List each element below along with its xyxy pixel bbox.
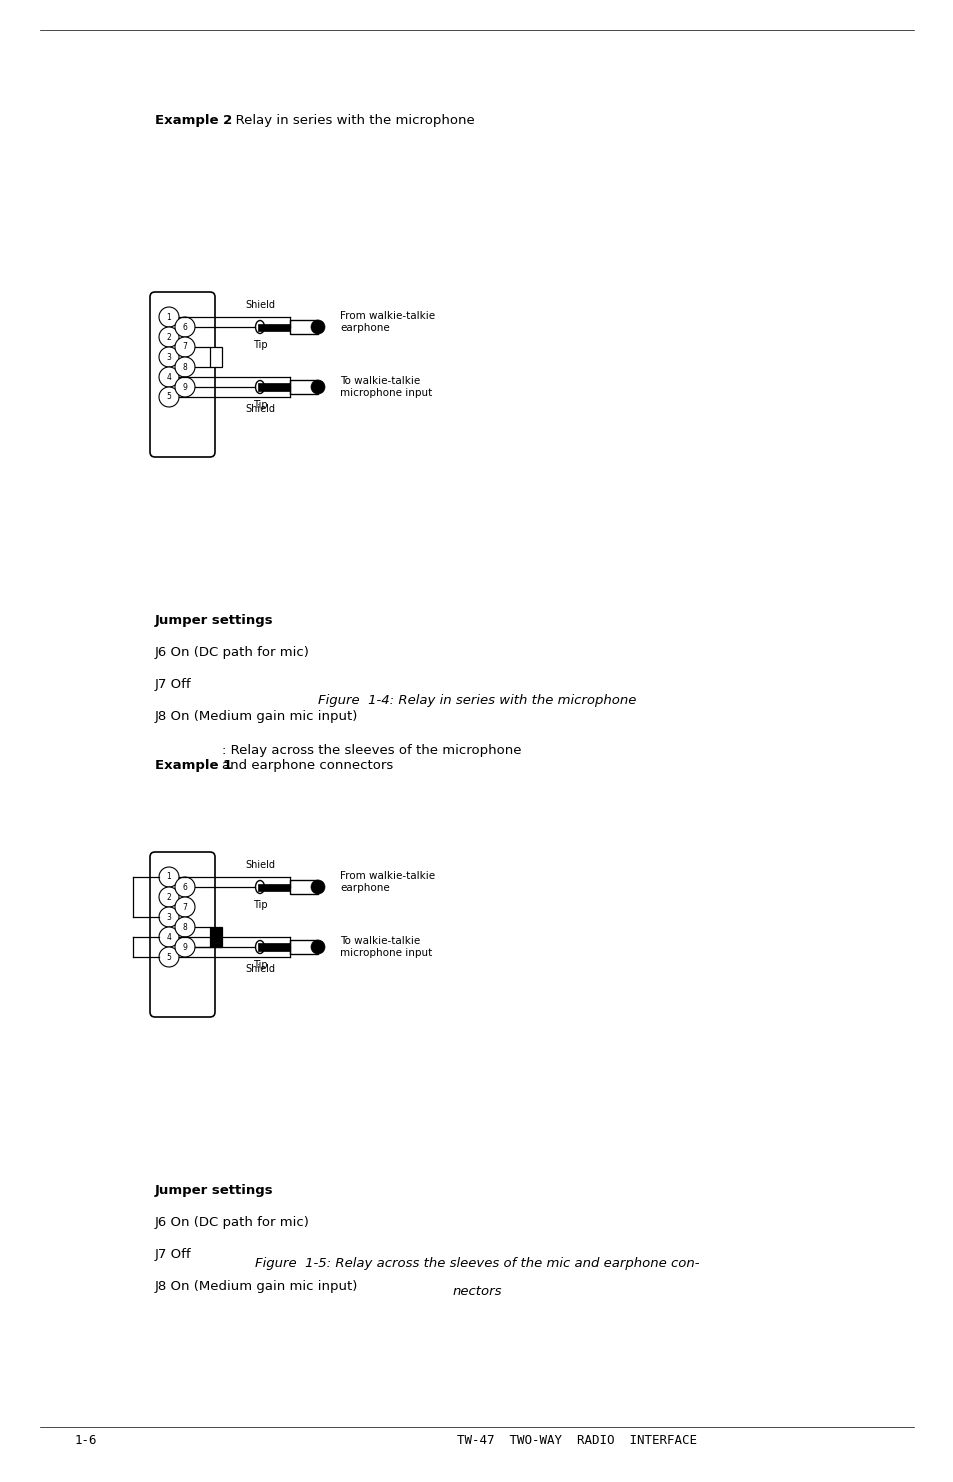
Text: Tip: Tip — [253, 339, 267, 350]
Circle shape — [174, 376, 194, 397]
Text: 4: 4 — [167, 372, 172, 381]
Polygon shape — [210, 928, 222, 947]
Circle shape — [311, 320, 325, 333]
Text: 5: 5 — [167, 393, 172, 402]
Text: : Relay across the sleeves of the microphone
and earphone connectors: : Relay across the sleeves of the microp… — [222, 744, 521, 772]
Text: 9: 9 — [182, 943, 187, 951]
Text: Figure  1-5: Relay across the sleeves of the mic and earphone con-: Figure 1-5: Relay across the sleeves of … — [254, 1257, 699, 1270]
Circle shape — [311, 880, 325, 894]
Text: From walkie-talkie
earphone: From walkie-talkie earphone — [339, 311, 435, 333]
Polygon shape — [290, 880, 317, 894]
Circle shape — [311, 379, 325, 394]
Polygon shape — [290, 320, 317, 333]
Ellipse shape — [255, 381, 264, 394]
Text: J8 On (Medium gain mic input): J8 On (Medium gain mic input) — [154, 710, 358, 723]
Polygon shape — [290, 940, 317, 954]
Circle shape — [174, 937, 194, 957]
Text: J7 Off: J7 Off — [154, 1248, 192, 1261]
Text: 8: 8 — [182, 363, 187, 372]
Circle shape — [174, 897, 194, 917]
Text: Shield: Shield — [245, 405, 274, 413]
Polygon shape — [257, 384, 290, 390]
Circle shape — [174, 877, 194, 897]
Text: 1: 1 — [167, 313, 172, 322]
Text: 3: 3 — [167, 913, 172, 922]
Text: 6: 6 — [182, 323, 187, 332]
Ellipse shape — [255, 941, 264, 953]
Text: 6: 6 — [182, 882, 187, 892]
Circle shape — [159, 328, 179, 347]
Polygon shape — [257, 883, 290, 891]
Text: 2: 2 — [167, 892, 172, 901]
Text: Tip: Tip — [253, 900, 267, 910]
Text: J7 Off: J7 Off — [154, 677, 192, 691]
Circle shape — [174, 357, 194, 376]
Text: Jumper settings: Jumper settings — [154, 1184, 274, 1197]
Text: Tip: Tip — [253, 400, 267, 411]
Circle shape — [159, 347, 179, 368]
Circle shape — [174, 317, 194, 336]
Circle shape — [159, 888, 179, 907]
Polygon shape — [290, 379, 317, 394]
Text: : Relay in series with the microphone: : Relay in series with the microphone — [227, 114, 475, 127]
Ellipse shape — [255, 320, 264, 333]
FancyBboxPatch shape — [150, 292, 214, 456]
Text: 7: 7 — [182, 342, 187, 351]
Circle shape — [159, 907, 179, 928]
Polygon shape — [257, 944, 290, 950]
Text: To walkie-talkie
microphone input: To walkie-talkie microphone input — [339, 937, 432, 957]
Text: J6 On (DC path for mic): J6 On (DC path for mic) — [154, 646, 310, 659]
Circle shape — [159, 307, 179, 328]
Text: To walkie-talkie
microphone input: To walkie-talkie microphone input — [339, 376, 432, 397]
FancyBboxPatch shape — [150, 852, 214, 1017]
Text: 7: 7 — [182, 903, 187, 911]
Text: Tip: Tip — [253, 960, 267, 971]
Circle shape — [174, 336, 194, 357]
Circle shape — [159, 928, 179, 947]
Circle shape — [159, 947, 179, 966]
Text: Shield: Shield — [245, 860, 274, 870]
Text: J6 On (DC path for mic): J6 On (DC path for mic) — [154, 1217, 310, 1229]
Polygon shape — [257, 323, 290, 330]
Text: 1: 1 — [167, 873, 172, 882]
Text: TW-47  TWO-WAY  RADIO  INTERFACE: TW-47 TWO-WAY RADIO INTERFACE — [456, 1435, 697, 1446]
Text: Jumper settings: Jumper settings — [154, 614, 274, 627]
Polygon shape — [210, 347, 222, 368]
Circle shape — [159, 387, 179, 408]
Circle shape — [159, 368, 179, 387]
Text: Figure  1-4: Relay in series with the microphone: Figure 1-4: Relay in series with the mic… — [317, 694, 636, 707]
Ellipse shape — [255, 880, 264, 894]
Circle shape — [174, 917, 194, 937]
Circle shape — [311, 940, 325, 954]
Circle shape — [159, 867, 179, 888]
Text: 8: 8 — [182, 922, 187, 932]
Text: 1-6: 1-6 — [75, 1435, 97, 1446]
Text: nectors: nectors — [452, 1285, 501, 1298]
Text: 5: 5 — [167, 953, 172, 962]
Text: 3: 3 — [167, 353, 172, 362]
Text: Example 1: Example 1 — [154, 759, 232, 772]
Text: From walkie-talkie
earphone: From walkie-talkie earphone — [339, 871, 435, 892]
Text: Example 2: Example 2 — [154, 114, 232, 127]
Text: 4: 4 — [167, 932, 172, 941]
Text: Shield: Shield — [245, 299, 274, 310]
Text: J8 On (Medium gain mic input): J8 On (Medium gain mic input) — [154, 1280, 358, 1292]
Text: Shield: Shield — [245, 963, 274, 974]
Text: 9: 9 — [182, 382, 187, 391]
Text: 2: 2 — [167, 332, 172, 341]
